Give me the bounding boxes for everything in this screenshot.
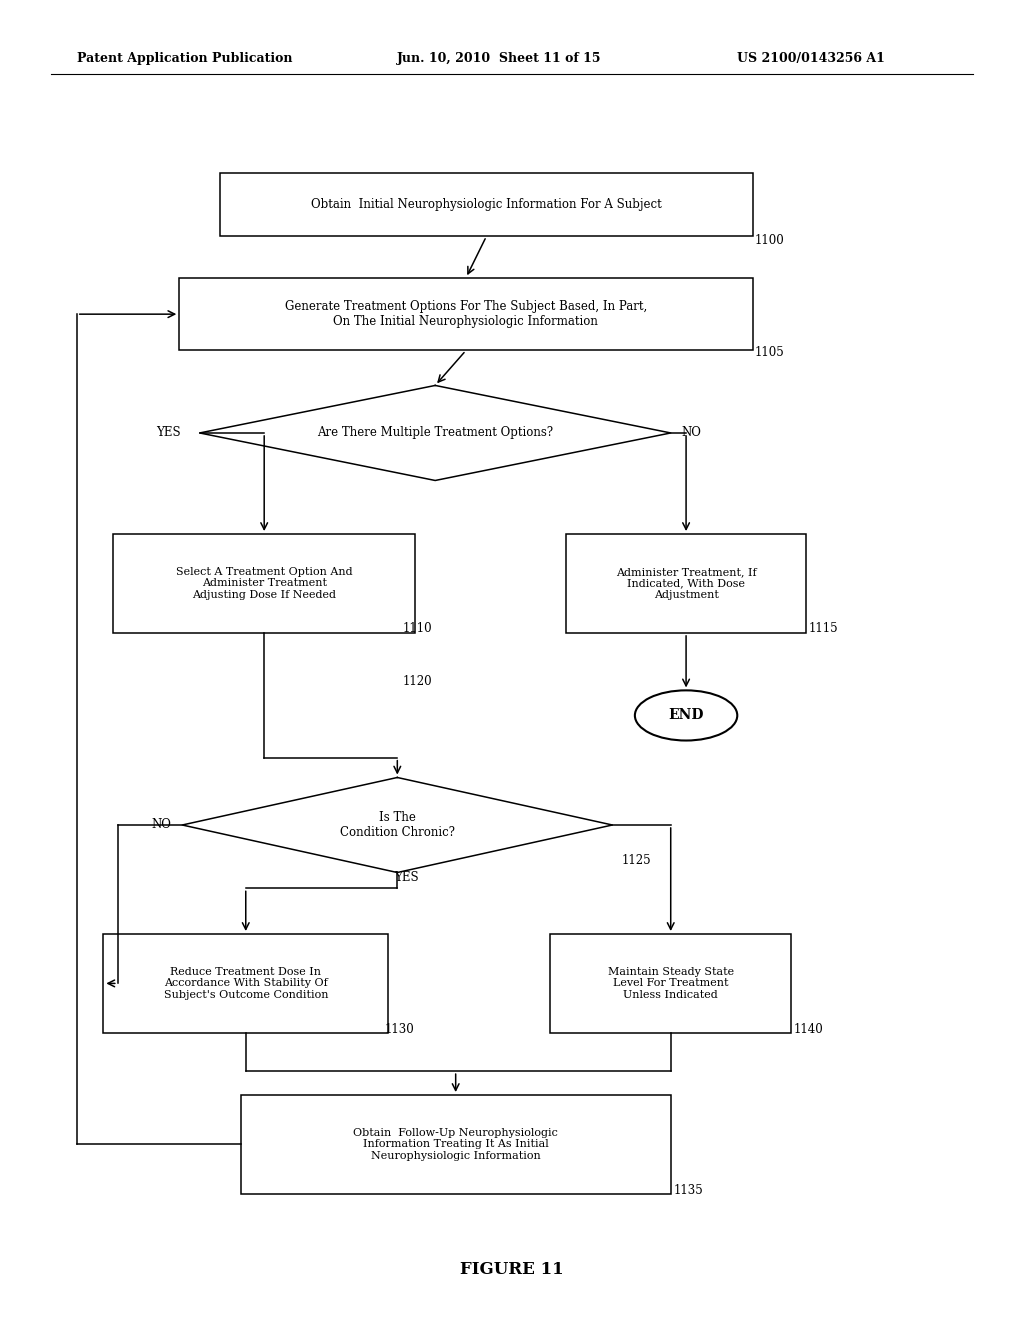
- Text: Generate Treatment Options For The Subject Based, In Part,
On The Initial Neurop: Generate Treatment Options For The Subje…: [285, 300, 647, 329]
- Text: Select A Treatment Option And
Administer Treatment
Adjusting Dose If Needed: Select A Treatment Option And Administer…: [176, 566, 352, 601]
- Text: NO: NO: [152, 818, 171, 832]
- Text: Patent Application Publication: Patent Application Publication: [77, 51, 292, 65]
- Text: 1105: 1105: [755, 346, 784, 359]
- Text: 1125: 1125: [622, 854, 651, 867]
- FancyBboxPatch shape: [551, 935, 792, 1032]
- Text: 1130: 1130: [385, 1023, 415, 1036]
- Text: 1115: 1115: [809, 622, 839, 635]
- Text: YES: YES: [394, 871, 419, 884]
- Text: 1110: 1110: [402, 622, 432, 635]
- Text: Jun. 10, 2010  Sheet 11 of 15: Jun. 10, 2010 Sheet 11 of 15: [397, 51, 602, 65]
- Text: Obtain  Follow-Up Neurophysiologic
Information Treating It As Initial
Neurophysi: Obtain Follow-Up Neurophysiologic Inform…: [353, 1127, 558, 1162]
- Text: 1100: 1100: [755, 234, 784, 247]
- Text: Administer Treatment, If
Indicated, With Dose
Adjustment: Administer Treatment, If Indicated, With…: [615, 566, 757, 601]
- FancyBboxPatch shape: [114, 533, 416, 632]
- Text: YES: YES: [156, 426, 180, 440]
- Text: Maintain Steady State
Level For Treatment
Unless Indicated: Maintain Steady State Level For Treatmen…: [607, 966, 734, 1001]
- FancyBboxPatch shape: [179, 277, 753, 350]
- Ellipse shape: [635, 690, 737, 741]
- FancyBboxPatch shape: [565, 533, 807, 632]
- FancyBboxPatch shape: [103, 935, 388, 1032]
- Text: Reduce Treatment Dose In
Accordance With Stability Of
Subject's Outcome Conditio: Reduce Treatment Dose In Accordance With…: [164, 966, 328, 1001]
- Polygon shape: [182, 777, 612, 873]
- Text: FIGURE 11: FIGURE 11: [460, 1262, 564, 1278]
- Text: Are There Multiple Treatment Options?: Are There Multiple Treatment Options?: [317, 426, 553, 440]
- Text: 1140: 1140: [794, 1023, 823, 1036]
- Polygon shape: [200, 385, 671, 480]
- Text: END: END: [669, 709, 703, 722]
- Text: NO: NO: [681, 426, 700, 440]
- FancyBboxPatch shape: [220, 173, 753, 236]
- Text: 1135: 1135: [674, 1184, 703, 1197]
- Text: Is The
Condition Chronic?: Is The Condition Chronic?: [340, 810, 455, 840]
- Text: US 2100/0143256 A1: US 2100/0143256 A1: [737, 51, 885, 65]
- Text: Obtain  Initial Neurophysiologic Information For A Subject: Obtain Initial Neurophysiologic Informat…: [311, 198, 662, 211]
- Text: 1120: 1120: [402, 675, 432, 688]
- FancyBboxPatch shape: [241, 1096, 671, 1193]
